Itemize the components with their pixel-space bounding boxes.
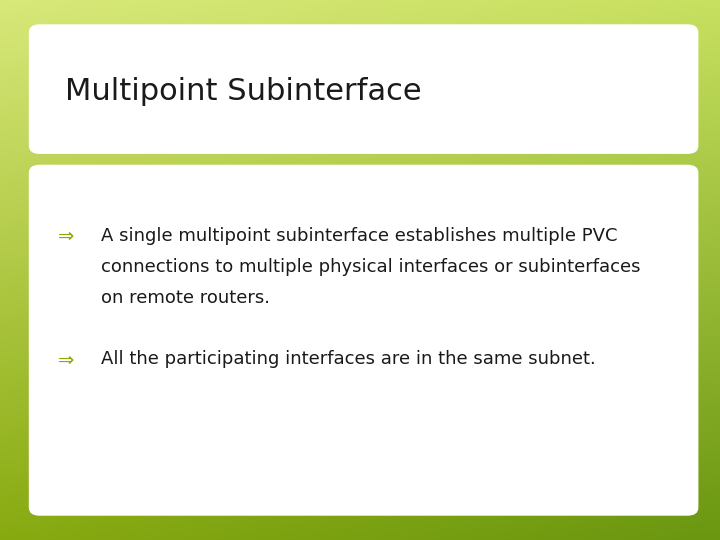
Text: All the participating interfaces are in the same subnet.: All the participating interfaces are in … (101, 350, 595, 368)
Text: ⇒: ⇒ (58, 227, 74, 246)
Text: on remote routers.: on remote routers. (101, 289, 270, 307)
FancyBboxPatch shape (29, 24, 698, 154)
Text: Multipoint Subinterface: Multipoint Subinterface (65, 77, 421, 106)
FancyBboxPatch shape (29, 165, 698, 516)
Text: A single multipoint subinterface establishes multiple PVC: A single multipoint subinterface establi… (101, 227, 617, 245)
Text: connections to multiple physical interfaces or subinterfaces: connections to multiple physical interfa… (101, 258, 640, 276)
Text: ⇒: ⇒ (58, 350, 74, 369)
